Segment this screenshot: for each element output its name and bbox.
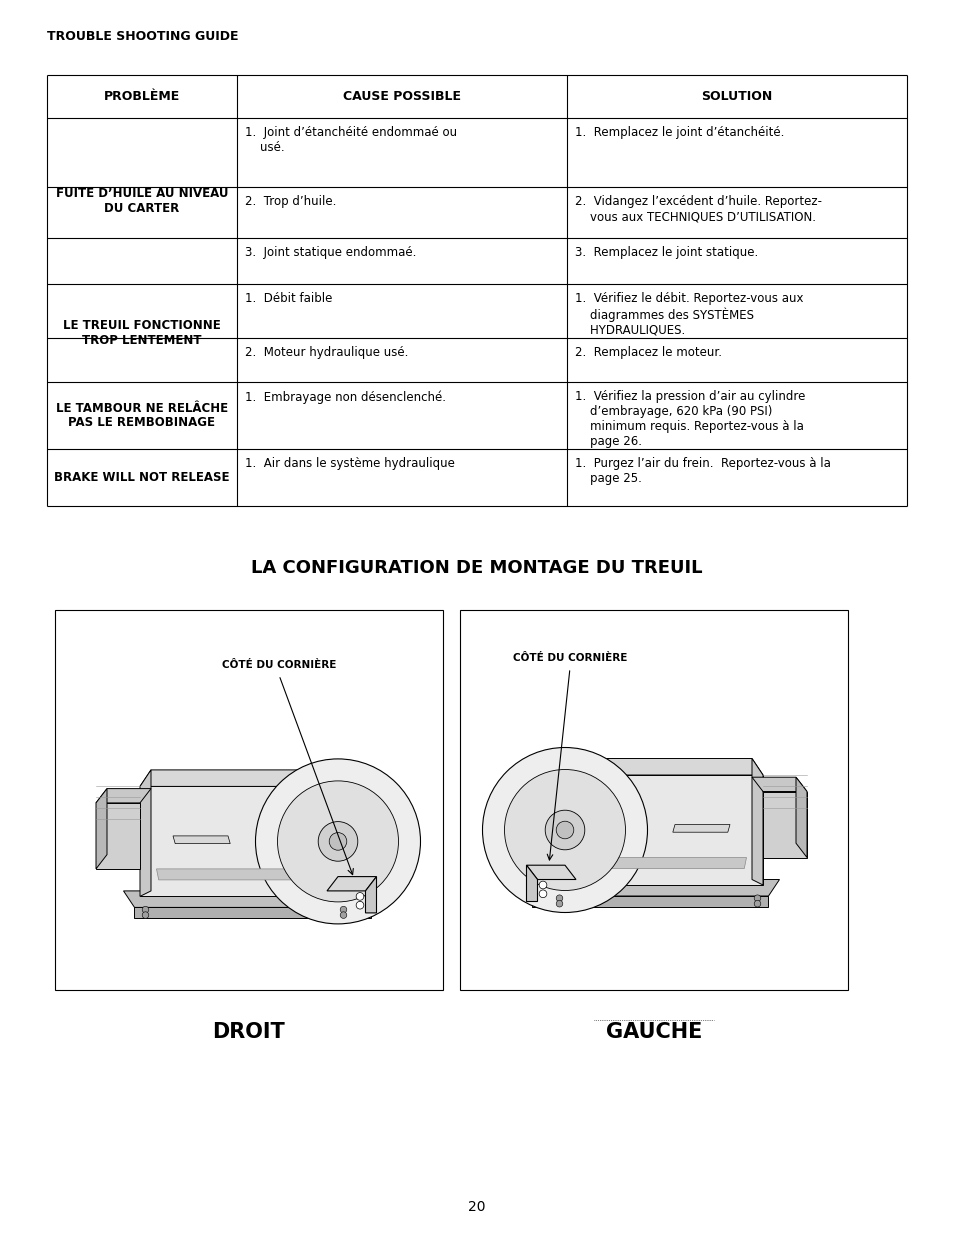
Polygon shape (526, 866, 576, 879)
Polygon shape (532, 879, 779, 897)
Polygon shape (134, 908, 371, 919)
Text: 1.  Joint d’étanchéité endommaé ou
    usé.: 1. Joint d’étanchéité endommaé ou usé. (245, 126, 456, 154)
Circle shape (754, 895, 760, 902)
Circle shape (142, 906, 149, 913)
Text: GAUCHE: GAUCHE (605, 1023, 701, 1042)
Polygon shape (751, 758, 762, 885)
Text: LA CONFIGURATION DE MONTAGE DU TREUIL: LA CONFIGURATION DE MONTAGE DU TREUIL (251, 559, 702, 577)
Polygon shape (532, 897, 768, 906)
Circle shape (482, 747, 647, 913)
Polygon shape (564, 776, 762, 885)
Text: 1.  Débit faible: 1. Débit faible (245, 291, 332, 305)
Text: FUITE D’HUILE AU NIVEAU
DU CARTER: FUITE D’HUILE AU NIVEAU DU CARTER (55, 186, 228, 215)
Polygon shape (327, 877, 376, 890)
Polygon shape (140, 769, 151, 897)
Polygon shape (96, 803, 140, 869)
Text: 1.  Embrayage non désenclenché.: 1. Embrayage non désenclenché. (245, 390, 446, 404)
Text: 1.  Remplacez le joint d’étanchéité.: 1. Remplacez le joint d’étanchéité. (575, 126, 783, 140)
Circle shape (355, 902, 363, 909)
Text: 1.  Vérifiez la pression d’air au cylindre
    d’embrayage, 620 kPa (90 PSI)
   : 1. Vérifiez la pression d’air au cylindr… (575, 390, 804, 448)
Text: 1.  Air dans le système hydraulique: 1. Air dans le système hydraulique (245, 457, 455, 471)
Circle shape (142, 911, 149, 919)
Polygon shape (606, 857, 745, 868)
Text: 2.  Trop d’huile.: 2. Trop d’huile. (245, 195, 336, 207)
Text: CÔTÉ DU CORNIÈRE: CÔTÉ DU CORNIÈRE (513, 653, 626, 663)
Polygon shape (672, 825, 729, 832)
Circle shape (329, 832, 347, 850)
Circle shape (754, 900, 760, 906)
Circle shape (355, 893, 363, 900)
Text: DROIT: DROIT (213, 1023, 285, 1042)
Text: 1.  Purgez l’air du frein.  Reportez-vous à la
    page 25.: 1. Purgez l’air du frein. Reportez-vous … (575, 457, 830, 485)
Text: 2.  Vidangez l’excédent d’huile. Reportez-
    vous aux TECHNIQUES D’UTILISATION: 2. Vidangez l’excédent d’huile. Reportez… (575, 195, 821, 224)
Circle shape (538, 881, 546, 889)
Circle shape (504, 769, 625, 890)
Circle shape (556, 895, 562, 902)
Text: TROUBLE SHOOTING GUIDE: TROUBLE SHOOTING GUIDE (47, 30, 238, 43)
Text: 3.  Joint statique endommaé.: 3. Joint statique endommaé. (245, 246, 416, 259)
Text: SOLUTION: SOLUTION (700, 89, 772, 103)
Text: CÔTÉ DU CORNIÈRE: CÔTÉ DU CORNIÈRE (222, 659, 335, 671)
Text: 20: 20 (468, 1200, 485, 1214)
Polygon shape (172, 836, 230, 844)
Polygon shape (156, 869, 295, 879)
Text: CAUSE POSSIBLE: CAUSE POSSIBLE (343, 89, 460, 103)
Polygon shape (526, 866, 537, 902)
Text: LE TREUIL FONCTIONNE
TROP LENTEMENT: LE TREUIL FONCTIONNE TROP LENTEMENT (63, 319, 221, 347)
Polygon shape (365, 877, 376, 913)
Bar (459, 610, 847, 990)
Polygon shape (762, 792, 806, 857)
Circle shape (340, 911, 347, 919)
Polygon shape (554, 758, 762, 776)
Circle shape (340, 906, 347, 913)
Text: 2.  Moteur hydraulique usé.: 2. Moteur hydraulique usé. (245, 346, 408, 359)
Polygon shape (795, 777, 806, 857)
Text: LE TAMBOUR NE RELÂCHE
PAS LE REMBOBINAGE: LE TAMBOUR NE RELÂCHE PAS LE REMBOBINAGE (56, 401, 228, 430)
Text: 2.  Remplacez le moteur.: 2. Remplacez le moteur. (575, 346, 721, 359)
Text: BRAKE WILL NOT RELEASE: BRAKE WILL NOT RELEASE (54, 471, 230, 484)
Circle shape (538, 890, 546, 898)
Polygon shape (96, 789, 151, 803)
Text: 3.  Remplacez le joint statique.: 3. Remplacez le joint statique. (575, 246, 758, 259)
Polygon shape (751, 777, 806, 792)
Polygon shape (140, 769, 349, 787)
Circle shape (556, 900, 562, 906)
Polygon shape (96, 789, 107, 869)
Circle shape (255, 758, 420, 924)
Text: PROBLÈME: PROBLÈME (104, 89, 180, 103)
Text: 1.  Vérifiez le débit. Reportez-vous aux
    diagrammes des SYSTÈMES
    HYDRAUL: 1. Vérifiez le débit. Reportez-vous aux … (575, 291, 802, 337)
Polygon shape (123, 890, 371, 908)
Bar (55, 610, 442, 990)
Polygon shape (140, 787, 337, 897)
Circle shape (318, 821, 357, 861)
Circle shape (277, 781, 398, 902)
Circle shape (556, 821, 573, 839)
Circle shape (544, 810, 584, 850)
